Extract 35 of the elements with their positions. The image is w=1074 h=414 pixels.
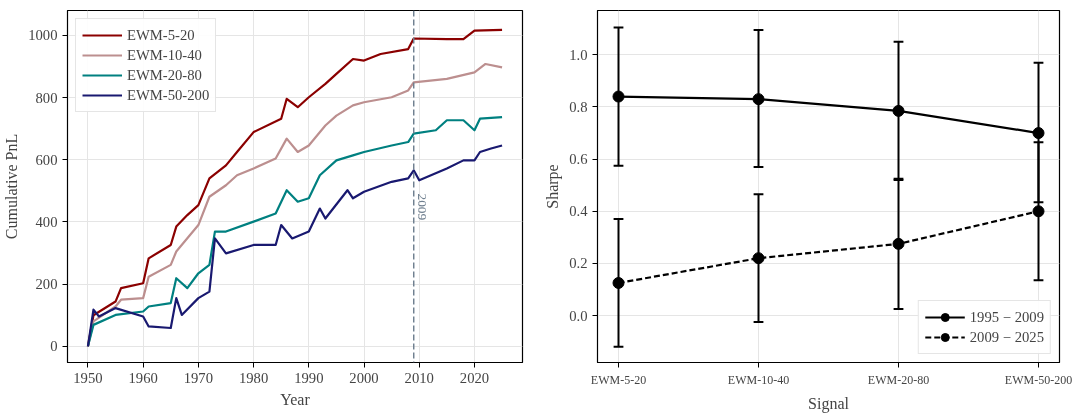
y-axis-title: Cumulative PnL <box>3 133 21 240</box>
legend-label: 2009 − 2025 <box>969 328 1044 346</box>
legend-label: EWM-10-40 <box>127 46 202 64</box>
x-tick-label: 2010 <box>404 369 434 386</box>
legend-label: EWM-20-80 <box>127 66 202 84</box>
y-tick-label: 200 <box>35 276 58 293</box>
y-tick-label: 400 <box>35 213 58 230</box>
x-tick-label: 1970 <box>183 369 214 386</box>
y-tick-label: 600 <box>35 151 58 168</box>
x-tick-label: 1960 <box>128 369 158 386</box>
y-tick-label: 0.8 <box>569 98 588 115</box>
x-axis-title: Signal <box>808 394 850 413</box>
y-tick-label: 1000 <box>28 27 58 44</box>
y-tick-label: 0.4 <box>569 203 589 220</box>
x-tick-label: 1990 <box>294 369 324 386</box>
x-tick-label: 2000 <box>349 369 379 386</box>
legend-label: EWM-50-200 <box>127 86 210 104</box>
y-tick-label: 0.2 <box>569 255 588 272</box>
x-tick-label: 2020 <box>459 369 490 386</box>
y-tick-label: 0.0 <box>569 307 588 324</box>
x-tick-label: EWM-50-200 <box>1004 372 1073 387</box>
ref-line-label: 2009 <box>414 193 430 221</box>
x-tick-label: EWM-20-80 <box>867 372 930 387</box>
x-tick-label: 1950 <box>73 369 103 386</box>
y-tick-label: 800 <box>35 89 58 106</box>
x-tick-label: EWM-5-20 <box>590 372 647 387</box>
y-tick-label: 1.0 <box>569 46 588 63</box>
x-tick-label: EWM-10-40 <box>727 372 790 387</box>
y-axis-title: Sharpe <box>544 164 563 209</box>
y-tick-label: 0.6 <box>569 151 588 168</box>
legend-label: 1995 − 2009 <box>969 308 1044 326</box>
legend-label: EWM-5-20 <box>127 26 195 44</box>
x-tick-label: 1980 <box>238 369 269 386</box>
y-tick-label: 0 <box>50 338 58 355</box>
x-axis-title: Year <box>280 390 311 408</box>
